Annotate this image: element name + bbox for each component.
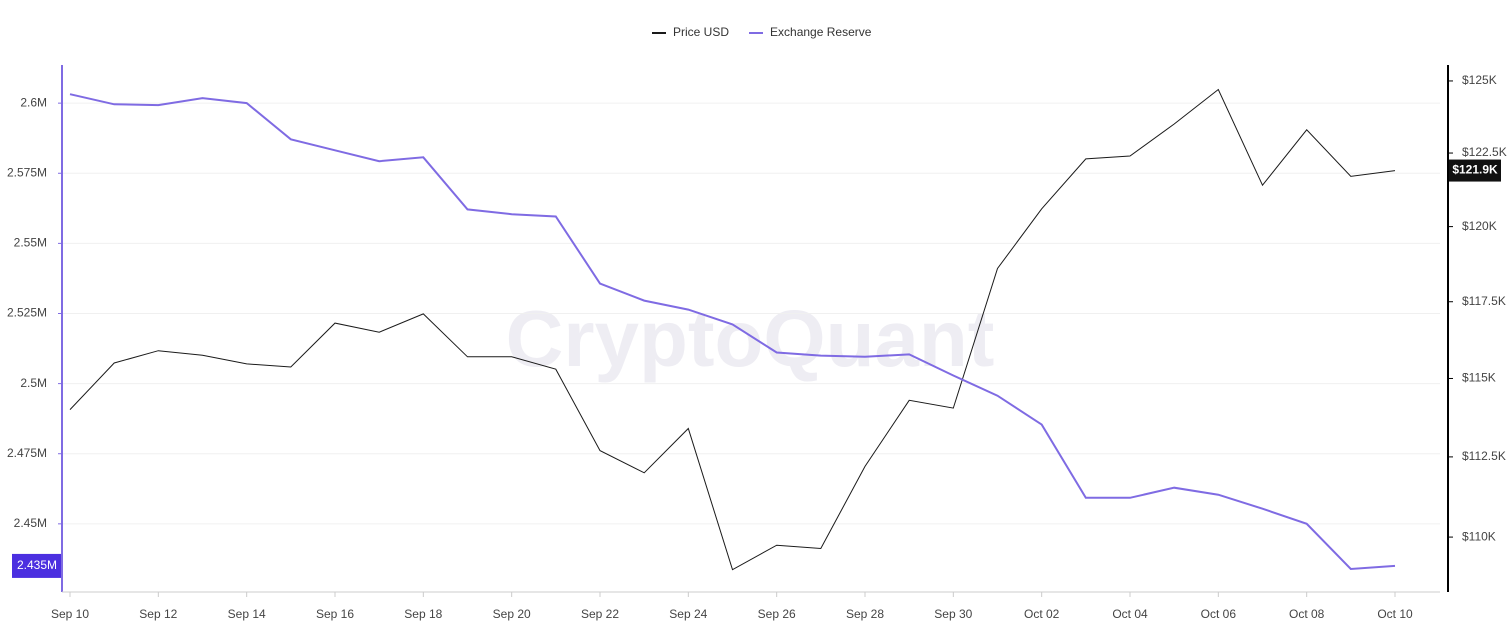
value-badge	[12, 553, 61, 578]
x-tick-label: Oct 06	[1201, 607, 1237, 621]
y2-tick-label: $120K	[1462, 219, 1497, 233]
y2-tick-label: $110K	[1462, 529, 1496, 543]
y-tick-label: 2.5M	[20, 376, 47, 390]
x-tick-label: Oct 08	[1289, 607, 1325, 621]
series-line	[69, 88, 1396, 571]
x-tick-label: Sep 24	[669, 607, 707, 621]
y-tick-label: 2.45M	[14, 516, 47, 530]
y2-tick-label: $115K	[1462, 371, 1496, 385]
y-tick-label: 2.575M	[7, 165, 47, 179]
series-line	[69, 93, 1396, 571]
legend-label: Price USD	[673, 25, 729, 39]
x-tick-label: Sep 28	[846, 607, 884, 621]
y2-tick-label: $117.5K	[1462, 294, 1506, 308]
x-tick-label: Sep 10	[51, 607, 89, 621]
value-label: 2.435M	[17, 558, 57, 572]
y-tick-label: 2.525M	[7, 306, 47, 320]
x-tick-label: Sep 18	[404, 607, 442, 621]
y-tick-label: 2.475M	[7, 446, 47, 460]
x-tick-label: Sep 20	[493, 607, 531, 621]
legend-label: Exchange Reserve	[770, 25, 872, 39]
y2-tick-label: $125K	[1462, 73, 1497, 87]
y2-tick-label: $122.5K	[1462, 145, 1507, 159]
x-tick-label: Sep 22	[581, 607, 619, 621]
x-tick-label: Oct 10	[1377, 607, 1413, 621]
x-tick-label: Oct 04	[1112, 607, 1148, 621]
x-tick-label: Sep 14	[228, 607, 266, 621]
x-tick-label: Sep 26	[758, 607, 796, 621]
watermark: CryptoQuant	[506, 294, 995, 383]
x-tick-label: Sep 30	[934, 607, 972, 621]
y-tick-label: 2.55M	[14, 236, 47, 250]
y2-tick-label: $112.5K	[1462, 449, 1506, 463]
x-tick-label: Oct 02	[1024, 607, 1060, 621]
value-badge	[1449, 159, 1501, 182]
y-tick-label: 2.6M	[20, 95, 47, 109]
x-tick-label: Sep 12	[139, 607, 177, 621]
x-tick-label: Sep 16	[316, 607, 354, 621]
value-label: $121.9K	[1452, 163, 1498, 177]
